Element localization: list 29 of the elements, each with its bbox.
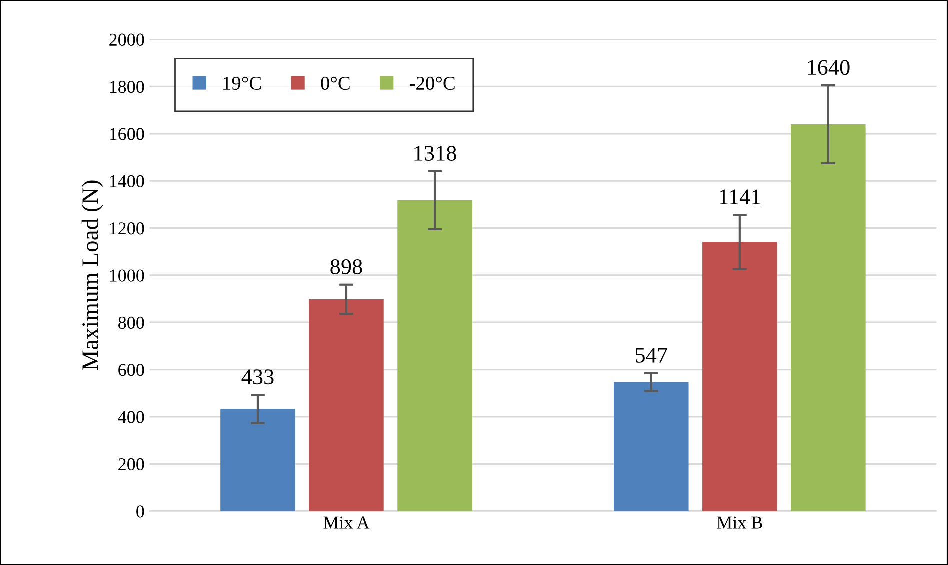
y-tick-label: 1800 (110, 80, 144, 94)
y-tick-label: 800 (118, 316, 144, 330)
data-label: 1640 (808, 60, 850, 76)
bar (398, 200, 472, 512)
y-tick-label: 1600 (110, 128, 144, 140)
x-tick-label: Mix A (324, 516, 370, 529)
data-label: 1318 (414, 146, 456, 161)
y-tick-label: 400 (118, 411, 144, 424)
data-label: 433 (242, 370, 274, 385)
bar (702, 242, 778, 512)
data-label: 1141 (720, 190, 760, 204)
y-tick-label: 1200 (110, 222, 144, 235)
y-axis-title: Maximum Load (N) (82, 180, 104, 370)
data-label: 898 (330, 259, 362, 274)
legend-label: -20°C (410, 76, 455, 90)
bar (220, 409, 296, 512)
y-tick-label: 0 (136, 506, 144, 518)
y-tick-label: 1000 (110, 270, 144, 282)
bar (309, 300, 384, 512)
data-label: 547 (636, 348, 668, 363)
legend-label: 0°C (321, 76, 350, 90)
bar (614, 382, 689, 512)
legend-label: 19°C (224, 76, 262, 90)
x-tick-label: Mix B (717, 516, 762, 529)
y-tick-label: 2000 (110, 34, 144, 46)
y-tick-label: 200 (118, 458, 144, 471)
bar (791, 124, 866, 512)
y-tick-label: 1400 (110, 175, 144, 188)
y-tick-label: 600 (118, 364, 144, 376)
